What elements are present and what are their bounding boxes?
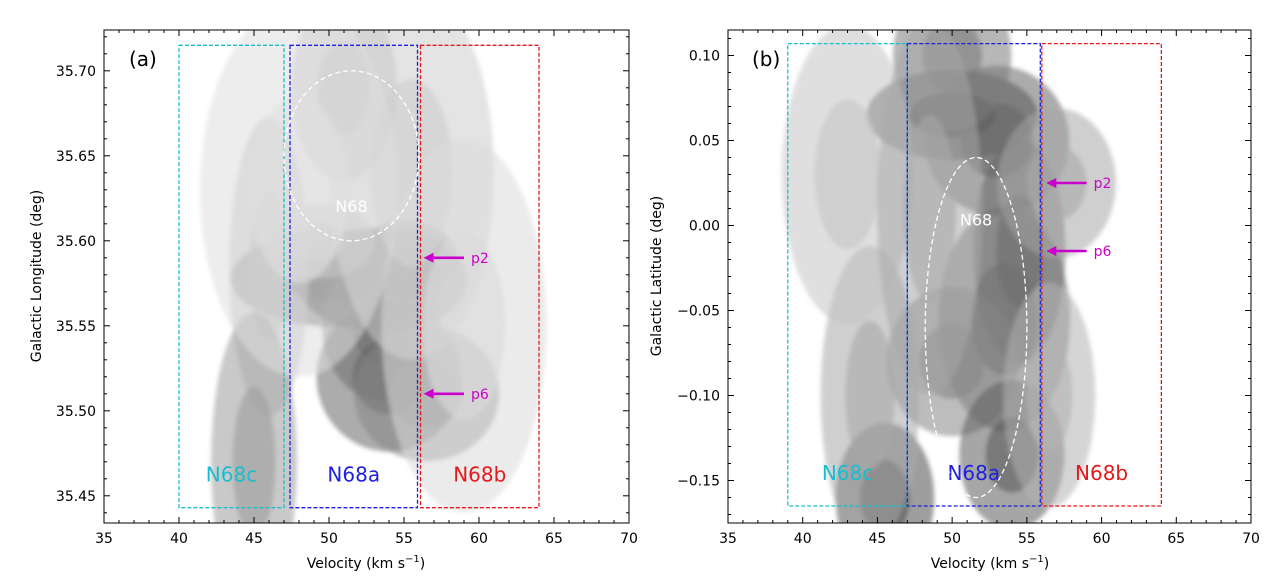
arrow-label-p2-a: p2: [471, 251, 489, 267]
box-label-n68a-a: N68a: [327, 463, 380, 487]
xtick-label-b: 60: [1093, 531, 1111, 547]
panel-a-ticks: 35 40 45 50 55 60 65 70 35.45 35.50 35.55 35.60 35.6…: [56, 30, 638, 547]
box-n68a-b: [906, 42, 1041, 507]
xtick-label-b: 35: [719, 531, 737, 547]
arrow-label-p2-b: p2: [1094, 176, 1112, 192]
xtick-label-b: 50: [943, 531, 961, 547]
box-label-n68c-a: N68c: [206, 463, 257, 487]
ytick-label-a: 35.65: [56, 149, 96, 165]
panel-a-ellipse: N68: [283, 70, 420, 242]
emission-core-b-8: [845, 320, 895, 471]
xtick-label-a: 65: [545, 531, 563, 547]
box-n68c-b: [787, 42, 908, 507]
panel-b-emission-map: [781, 30, 1116, 523]
ytick-label-b: −0.15: [677, 474, 720, 490]
xtick-label-a: 40: [170, 531, 188, 547]
box-n68b-a: [419, 44, 540, 509]
panel-b-ellipse: N68: [924, 156, 1028, 499]
xtick-label-a: 70: [620, 531, 638, 547]
emission-core-a-12: [422, 232, 506, 420]
n68-ellipse-label-b: N68: [960, 211, 992, 230]
arrow-head-p2-b: [1046, 178, 1057, 188]
ytick-label-a: 35.55: [56, 319, 96, 335]
panel-a-boxes: N68c N68a N68b: [178, 44, 540, 509]
panel-b-label: (b): [752, 47, 780, 71]
xtick-label-b: 70: [1242, 531, 1260, 547]
box-n68c-a: [178, 44, 285, 509]
panel-b-ticks: 35 40 45 50 55 60 65 70 −0.15 −0.10 −0.05 0.00 0.05 0…: [677, 30, 1260, 547]
panel-b-arrows: p2 p6: [1046, 176, 1112, 260]
emission-core-b-10: [1026, 339, 1073, 452]
xtick-label-b: 65: [1167, 531, 1185, 547]
arrow-label-p6-b: p6: [1094, 244, 1112, 260]
panel-a-label: (a): [129, 47, 157, 71]
arrow-head-p6-b: [1046, 246, 1057, 256]
emission-core-a-8: [232, 387, 276, 523]
box-label-n68b-b: N68b: [1075, 461, 1128, 485]
ytick-label-a: 35.50: [56, 404, 96, 420]
ytick-label-a: 35.70: [56, 64, 96, 80]
emission-core-b-12: [903, 115, 957, 302]
panel-a-ylabel: Galactic Longitude (deg): [29, 190, 45, 363]
xtick-label-a: 45: [245, 531, 263, 547]
xtick-label-b: 55: [1018, 531, 1036, 547]
panel-b-ylabel: Galactic Latitude (deg): [649, 196, 665, 357]
ytick-label-a: 35.60: [56, 234, 96, 250]
arrow-label-p6-a: p6: [471, 387, 489, 403]
ytick-label-a: 35.45: [56, 489, 96, 505]
n68-ellipse-b: [924, 156, 1028, 499]
xtick-label-a: 35: [95, 531, 113, 547]
emission-core-a-11: [249, 96, 349, 284]
arrow-head-p2-a: [423, 252, 434, 263]
box-label-n68a-b: N68a: [947, 461, 1000, 485]
panel-a-xlabel: Velocity (km s−1): [307, 554, 426, 572]
xtick-label-a: 55: [395, 531, 413, 547]
xtick-label-b: 45: [869, 531, 887, 547]
ytick-label-b: 0.05: [689, 134, 720, 150]
xtick-label-b: 40: [794, 531, 812, 547]
xtick-label-a: 50: [320, 531, 338, 547]
panel-a-frame: [103, 29, 630, 524]
panel-b-boxes: N68c N68a N68b: [787, 42, 1162, 507]
ytick-label-b: −0.10: [677, 389, 720, 405]
emission-core-b-11: [814, 99, 881, 250]
box-label-n68b-a: N68b: [453, 463, 506, 487]
panel-a-emission-map: [200, 30, 547, 523]
n68-ellipse-label-a: N68: [335, 197, 367, 216]
arrow-head-p6-a: [423, 388, 434, 399]
ytick-label-b: −0.05: [677, 304, 720, 320]
n68-ellipse-a: [283, 70, 420, 242]
panel-a-arrows: p2 p6: [423, 251, 489, 403]
box-n68a-a: [289, 44, 419, 509]
box-n68b-b: [1041, 42, 1162, 507]
ytick-label-b: 0.10: [689, 49, 720, 65]
ytick-label-b: 0.00: [689, 219, 720, 235]
xtick-label-a: 60: [470, 531, 488, 547]
box-label-n68c-b: N68c: [822, 461, 873, 485]
panel-b-xlabel: Velocity (km s−1): [931, 554, 1050, 572]
panel-b: N68c N68a N68b N68 p2 p6 35 40 45 50 55 60 65 70 −0…: [649, 29, 1260, 572]
